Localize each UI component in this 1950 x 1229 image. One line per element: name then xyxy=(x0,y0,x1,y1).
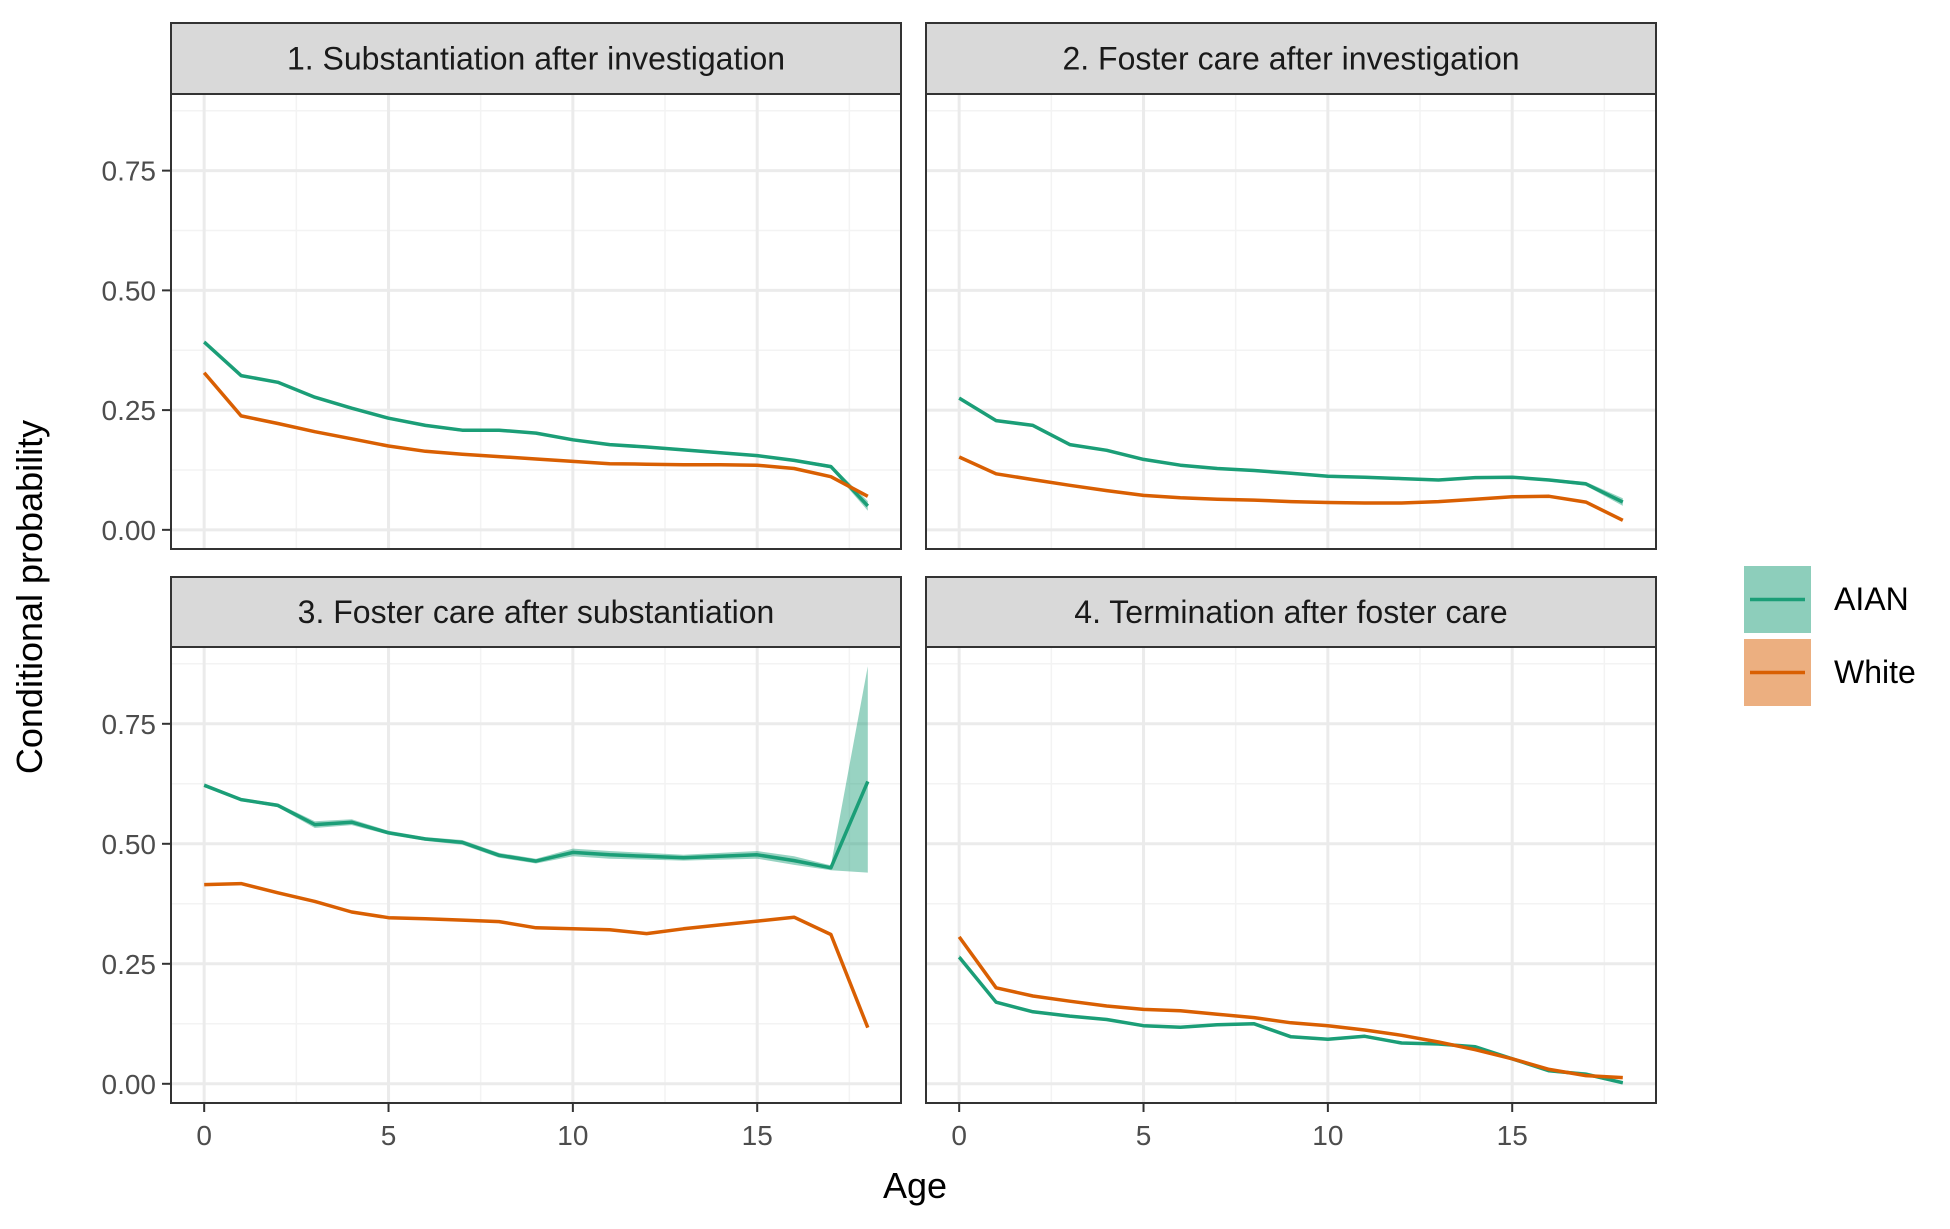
y-axis-title: Conditional probability xyxy=(9,420,50,774)
y-tick-label: 0.75 xyxy=(102,156,157,187)
x-tick-label: 10 xyxy=(1312,1120,1343,1151)
x-tick-label: 10 xyxy=(557,1120,588,1151)
facet-strip xyxy=(170,576,902,648)
series-line-aian xyxy=(203,780,870,870)
facet-panel-1: 1. Substantiation after investigation 0.0… xyxy=(102,22,902,550)
facet-panel-2: 2. Foster care after investigation xyxy=(925,22,1657,550)
facet-title: 2. Foster care after investigation xyxy=(1062,41,1519,77)
facet-title: 1. Substantiation after investigation xyxy=(287,41,785,77)
facet-panel-3: 3. Foster care after substantiation 0.00 0… xyxy=(102,576,902,1151)
x-tick-label: 5 xyxy=(1136,1120,1152,1151)
legend-label: AIAN xyxy=(1834,581,1909,617)
x-axis-title: Age xyxy=(883,1165,947,1206)
panel-background xyxy=(171,94,901,549)
x-tick-label: 5 xyxy=(381,1120,397,1151)
facet-panel-4: 4. Termination after foster care 0 5 10 15 xyxy=(925,576,1657,1151)
legend: AIAN White xyxy=(1744,566,1916,706)
facet-title: 3. Foster care after substantiation xyxy=(298,594,775,630)
panel-background xyxy=(171,647,901,1103)
legend-item-aian: AIAN xyxy=(1744,566,1909,633)
legend-item-white: White xyxy=(1744,639,1916,706)
x-tick-label: 15 xyxy=(1497,1120,1528,1151)
x-tick-label: 0 xyxy=(951,1120,967,1151)
facet-strip xyxy=(170,22,902,95)
series-line-white xyxy=(202,371,869,498)
x-tick-label: 0 xyxy=(196,1120,212,1151)
series-line-white xyxy=(957,935,1623,1080)
facet-strip xyxy=(925,22,1657,95)
series-line-white xyxy=(204,881,870,1029)
facet-title: 4. Termination after foster care xyxy=(1074,594,1507,630)
series-line-aian xyxy=(203,340,870,508)
y-tick-label: 0.00 xyxy=(102,515,157,546)
y-tick-label: 0.25 xyxy=(102,949,157,980)
legend-label: White xyxy=(1834,654,1916,690)
y-tick-label: 0.50 xyxy=(102,829,157,860)
x-tick-label: 15 xyxy=(742,1120,773,1151)
series-line-aian xyxy=(958,396,1624,504)
y-tick-label: 0.25 xyxy=(102,395,157,426)
y-tick-label: 0.75 xyxy=(102,709,157,740)
series-line-white xyxy=(958,455,1624,522)
panel-background xyxy=(926,647,1656,1103)
y-tick-label: 0.00 xyxy=(102,1069,157,1100)
y-tick-label: 0.50 xyxy=(102,275,157,306)
panels: 1. Substantiation after investigation 0.0… xyxy=(102,22,1657,1151)
facet-strip xyxy=(925,576,1657,648)
